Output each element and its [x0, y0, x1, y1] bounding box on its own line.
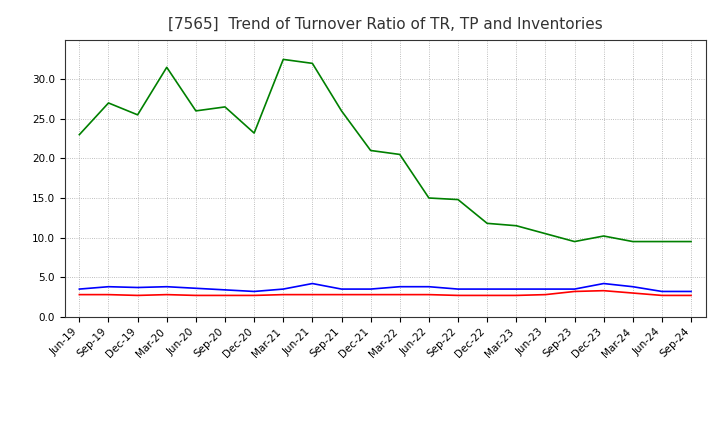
Trade Receivables [220, 293, 229, 298]
Trade Payables [395, 284, 404, 290]
Inventories [687, 239, 696, 244]
Inventories [599, 233, 608, 238]
Inventories [570, 239, 579, 244]
Trade Payables [512, 286, 521, 292]
Trade Receivables [454, 293, 462, 298]
Trade Payables [337, 286, 346, 292]
Trade Receivables [512, 293, 521, 298]
Inventories [337, 108, 346, 114]
Trade Receivables [308, 292, 317, 297]
Trade Receivables [570, 289, 579, 294]
Inventories [629, 239, 637, 244]
Trade Receivables [75, 292, 84, 297]
Trade Payables [220, 287, 229, 293]
Trade Payables [570, 286, 579, 292]
Inventories [75, 132, 84, 137]
Inventories [133, 112, 142, 117]
Line: Inventories: Inventories [79, 59, 691, 242]
Trade Receivables [133, 293, 142, 298]
Trade Payables [425, 284, 433, 290]
Trade Payables [250, 289, 258, 294]
Inventories [250, 130, 258, 136]
Inventories [483, 221, 492, 226]
Trade Receivables [657, 293, 666, 298]
Trade Receivables [395, 292, 404, 297]
Trade Payables [366, 286, 375, 292]
Inventories [192, 108, 200, 114]
Trade Payables [308, 281, 317, 286]
Inventories [541, 231, 550, 236]
Inventories [395, 152, 404, 157]
Trade Receivables [541, 292, 550, 297]
Trade Receivables [425, 292, 433, 297]
Inventories [308, 61, 317, 66]
Trade Receivables [279, 292, 287, 297]
Trade Receivables [629, 290, 637, 296]
Trade Receivables [337, 292, 346, 297]
Trade Payables [483, 286, 492, 292]
Trade Payables [657, 289, 666, 294]
Trade Receivables [687, 293, 696, 298]
Trade Receivables [599, 288, 608, 293]
Trade Receivables [104, 292, 113, 297]
Inventories [425, 195, 433, 201]
Inventories [657, 239, 666, 244]
Trade Payables [629, 284, 637, 290]
Trade Payables [75, 286, 84, 292]
Trade Payables [133, 285, 142, 290]
Trade Receivables [192, 293, 200, 298]
Trade Receivables [366, 292, 375, 297]
Trade Payables [599, 281, 608, 286]
Trade Payables [163, 284, 171, 290]
Inventories [163, 65, 171, 70]
Trade Receivables [163, 292, 171, 297]
Trade Payables [279, 286, 287, 292]
Trade Payables [687, 289, 696, 294]
Inventories [366, 148, 375, 153]
Inventories [104, 100, 113, 106]
Trade Payables [192, 286, 200, 291]
Line: Trade Payables: Trade Payables [79, 283, 691, 291]
Inventories [512, 223, 521, 228]
Trade Payables [454, 286, 462, 292]
Inventories [454, 197, 462, 202]
Trade Receivables [483, 293, 492, 298]
Inventories [220, 104, 229, 110]
Trade Receivables [250, 293, 258, 298]
Inventories [279, 57, 287, 62]
Trade Payables [104, 284, 113, 290]
Trade Payables [541, 286, 550, 292]
Line: Trade Receivables: Trade Receivables [79, 291, 691, 295]
Title: [7565]  Trend of Turnover Ratio of TR, TP and Inventories: [7565] Trend of Turnover Ratio of TR, TP… [168, 16, 603, 32]
